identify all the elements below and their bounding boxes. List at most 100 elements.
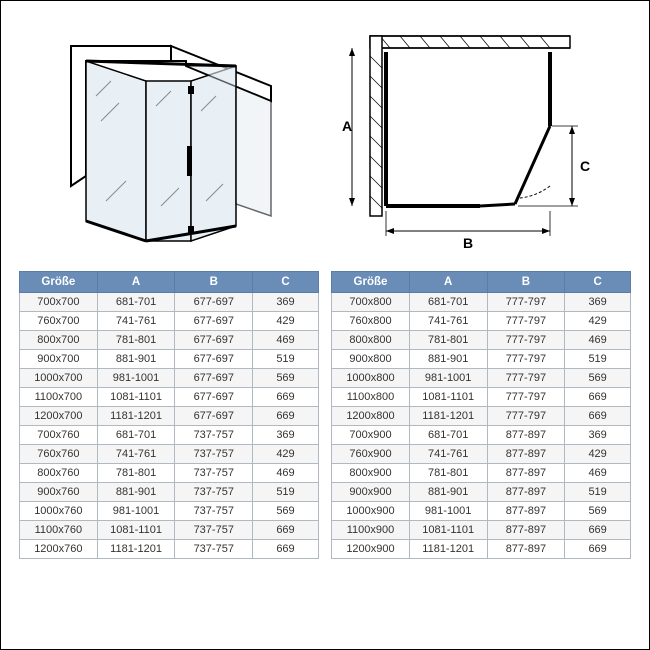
table-row: 900x900881-901877-897519 [332, 483, 631, 502]
table-cell: 877-897 [487, 540, 565, 559]
dim-label-b: B [463, 235, 473, 251]
table-cell: 737-757 [175, 502, 253, 521]
table-cell: 1181-1201 [409, 540, 487, 559]
table-cell: 800x760 [20, 464, 98, 483]
table-cell: 1081-1101 [409, 521, 487, 540]
table-cell: 1200x900 [332, 540, 410, 559]
table-cell: 569 [565, 502, 631, 521]
table-cell: 677-697 [175, 388, 253, 407]
table-cell: 1081-1101 [97, 521, 175, 540]
table-row: 700x760681-701737-757369 [20, 426, 319, 445]
table-cell: 1200x700 [20, 407, 98, 426]
table-header-row: Größe A B C [20, 272, 319, 293]
table-cell: 429 [565, 445, 631, 464]
table-cell: 469 [565, 464, 631, 483]
table-cell: 669 [253, 540, 319, 559]
diagrams-row: A B C [11, 11, 639, 271]
table-cell: 429 [253, 445, 319, 464]
table-row: 900x800881-901777-797519 [332, 350, 631, 369]
table-cell: 681-701 [97, 293, 175, 312]
table-cell: 1100x800 [332, 388, 410, 407]
table-cell: 469 [253, 464, 319, 483]
table-cell: 669 [253, 521, 319, 540]
table-cell: 569 [253, 502, 319, 521]
table-cell: 781-801 [409, 464, 487, 483]
table-cell: 737-757 [175, 483, 253, 502]
table-cell: 519 [253, 350, 319, 369]
table-cell: 677-697 [175, 369, 253, 388]
table-cell: 777-797 [487, 407, 565, 426]
table-cell: 700x700 [20, 293, 98, 312]
dim-label-a: A [342, 118, 352, 134]
table-row: 1100x8001081-1101777-797669 [332, 388, 631, 407]
table-row: 800x900781-801877-897469 [332, 464, 631, 483]
table-row: 700x800681-701777-797369 [332, 293, 631, 312]
table-cell: 429 [253, 312, 319, 331]
table-row: 700x700681-701677-697369 [20, 293, 319, 312]
table-cell: 981-1001 [409, 369, 487, 388]
table-row: 1200x8001181-1201777-797669 [332, 407, 631, 426]
table-cell: 760x700 [20, 312, 98, 331]
table-cell: 1000x700 [20, 369, 98, 388]
table-cell: 737-757 [175, 540, 253, 559]
table-cell: 877-897 [487, 502, 565, 521]
col-a: A [409, 272, 487, 293]
table-cell: 777-797 [487, 331, 565, 350]
table-cell: 1181-1201 [409, 407, 487, 426]
table-cell: 981-1001 [97, 502, 175, 521]
table-cell: 1100x700 [20, 388, 98, 407]
table-cell: 777-797 [487, 369, 565, 388]
col-a: A [97, 272, 175, 293]
table-cell: 681-701 [409, 426, 487, 445]
table-cell: 700x800 [332, 293, 410, 312]
table-header-row: Größe A B C [332, 272, 631, 293]
table-row: 1100x7601081-1101737-757669 [20, 521, 319, 540]
table-cell: 777-797 [487, 312, 565, 331]
table-cell: 1081-1101 [97, 388, 175, 407]
table-row: 1000x700981-1001677-697569 [20, 369, 319, 388]
table-cell: 677-697 [175, 331, 253, 350]
table-row: 800x700781-801677-697469 [20, 331, 319, 350]
table-row: 900x760881-901737-757519 [20, 483, 319, 502]
table-row: 900x700881-901677-697519 [20, 350, 319, 369]
table-row: 1200x7001181-1201677-697669 [20, 407, 319, 426]
col-c: C [565, 272, 631, 293]
table-row: 800x760781-801737-757469 [20, 464, 319, 483]
table-cell: 737-757 [175, 426, 253, 445]
table-cell: 800x800 [332, 331, 410, 350]
table-row: 1200x9001181-1201877-897669 [332, 540, 631, 559]
table-cell: 700x900 [332, 426, 410, 445]
table-cell: 741-761 [97, 445, 175, 464]
table-cell: 760x900 [332, 445, 410, 464]
table-cell: 369 [565, 426, 631, 445]
table-cell: 669 [565, 388, 631, 407]
table-cell: 881-901 [97, 483, 175, 502]
table-cell: 677-697 [175, 312, 253, 331]
isometric-diagram [51, 26, 281, 256]
table-cell: 369 [565, 293, 631, 312]
table-cell: 1000x900 [332, 502, 410, 521]
table-row: 760x700741-761677-697429 [20, 312, 319, 331]
table-cell: 877-897 [487, 426, 565, 445]
table-cell: 881-901 [409, 350, 487, 369]
table-cell: 669 [565, 407, 631, 426]
table-cell: 877-897 [487, 521, 565, 540]
table-cell: 777-797 [487, 293, 565, 312]
table-cell: 900x900 [332, 483, 410, 502]
table-cell: 1081-1101 [409, 388, 487, 407]
table-cell: 760x800 [332, 312, 410, 331]
table-cell: 741-761 [97, 312, 175, 331]
table-cell: 469 [565, 331, 631, 350]
table-cell: 737-757 [175, 464, 253, 483]
table-cell: 1000x800 [332, 369, 410, 388]
table-row: 800x800781-801777-797469 [332, 331, 631, 350]
size-table-right: Größe A B C 700x800681-701777-797369760x… [331, 271, 631, 559]
table-cell: 669 [565, 540, 631, 559]
table-row: 760x900741-761877-897429 [332, 445, 631, 464]
table-cell: 1100x900 [332, 521, 410, 540]
table-row: 1200x7601181-1201737-757669 [20, 540, 319, 559]
table-row: 700x900681-701877-897369 [332, 426, 631, 445]
table-row: 760x760741-761737-757429 [20, 445, 319, 464]
table-cell: 881-901 [97, 350, 175, 369]
table-cell: 981-1001 [409, 502, 487, 521]
